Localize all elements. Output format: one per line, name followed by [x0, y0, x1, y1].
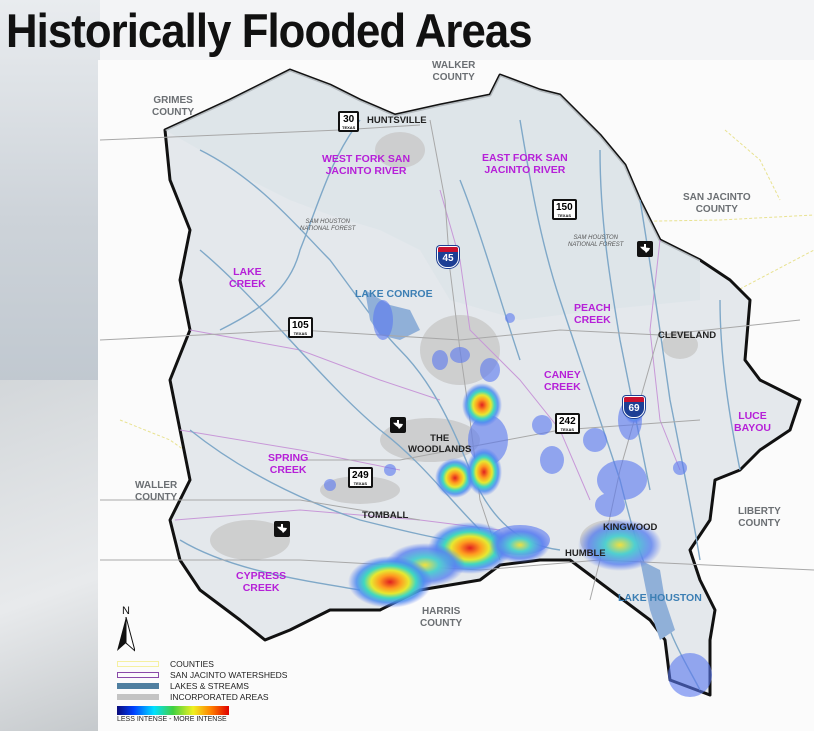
texas-toll-shield-icon	[390, 417, 406, 433]
county-label-liberty: LIBERTY COUNTY	[738, 506, 781, 529]
county-name: GRIMES COUNTY	[152, 95, 195, 118]
interstate-shield: 69	[623, 396, 645, 418]
city-label: THE WOODLANDS	[408, 433, 472, 455]
upper-watershed-shade	[165, 70, 700, 320]
heat-hotspot	[466, 448, 502, 496]
city-label: TOMBALL	[362, 510, 409, 521]
legend-item-lakes-streams: LAKES & STREAMS	[117, 681, 287, 691]
texas-toll-shield-icon	[274, 521, 290, 537]
watershed-label: LAKE CREEK	[229, 266, 266, 290]
highway-number: 249	[352, 470, 369, 481]
county-label-harris: HARRIS COUNTY	[420, 606, 462, 629]
legend-label: SAN JACINTO WATERSHEDS	[170, 670, 288, 680]
legend-label: COUNTIES	[170, 659, 214, 669]
county-label-grimes: GRIMES COUNTY	[152, 95, 194, 118]
county-name: WALLER COUNTY	[135, 480, 178, 503]
watershed-name: WEST FORK SAN JACINTO RIVER	[322, 153, 411, 178]
heat-hotspot	[462, 383, 502, 427]
legend-label: LAKES & STREAMS	[170, 681, 249, 691]
state-highway-shield: 30 TEXAS	[338, 111, 360, 132]
watershed-name: EAST FORK SAN JACINTO RIVER	[482, 152, 568, 177]
legend-swatch	[117, 683, 159, 689]
watershed-name: LAKE CREEK	[229, 266, 266, 291]
north-arrow: N	[117, 605, 136, 658]
highway-number: 150	[556, 202, 573, 213]
heat-hotspot	[490, 527, 550, 563]
forest-label: SAM HOUSTON NATIONAL FOREST	[568, 235, 624, 248]
county-label-waller: WALLER COUNTY	[135, 480, 177, 503]
watershed-name: LUCE BAYOU	[734, 410, 771, 435]
highway-number: 105	[292, 320, 309, 331]
watershed-label: WEST FORK SAN JACINTO RIVER	[322, 153, 410, 177]
forest-label: SAM HOUSTON NATIONAL FOREST	[300, 219, 356, 232]
county-name: HARRIS COUNTY	[420, 606, 463, 629]
city-label: CLEVELAND	[658, 330, 717, 341]
highway-state: TEXAS	[342, 125, 356, 130]
lake-label: LAKE HOUSTON	[618, 592, 702, 604]
city-label: KINGWOOD	[603, 522, 658, 533]
north-label: N	[122, 605, 130, 617]
lake-label: LAKE CONROE	[355, 288, 433, 300]
state-highway-shield: 105 TEXAS	[288, 317, 313, 338]
heat-hotspot	[348, 556, 432, 608]
legend-swatch	[117, 661, 159, 667]
legend-item-watersheds: SAN JACINTO WATERSHEDS	[117, 670, 287, 680]
highway-number: 242	[559, 416, 576, 427]
county-name: WALKER COUNTY	[432, 60, 476, 83]
legend-item-counties: COUNTIES	[117, 659, 287, 669]
highway-number: 30	[343, 114, 355, 125]
legend: COUNTIES SAN JACINTO WATERSHEDS LAKES & …	[117, 659, 287, 723]
highway-state: TEXAS	[560, 427, 575, 432]
county-label-walker: WALKER COUNTY	[432, 60, 475, 83]
watershed-label: LUCE BAYOU	[734, 410, 771, 434]
city-label: HUMBLE	[565, 548, 606, 559]
watershed-label: CYPRESS CREEK	[236, 570, 286, 594]
intensity-color-ramp	[117, 706, 229, 715]
page-title: Historically Flooded Areas	[6, 4, 533, 57]
background-road	[0, 380, 100, 731]
state-highway-shield: 150 TEXAS	[552, 199, 577, 220]
city-label: HUNTSVILLE	[367, 115, 427, 126]
watershed-label: CANEY CREEK	[544, 369, 581, 393]
north-arrow-icon	[117, 616, 136, 653]
watershed-label: EAST FORK SAN JACINTO RIVER	[482, 152, 568, 176]
highway-state: TEXAS	[557, 213, 572, 218]
highway-state: TEXAS	[293, 331, 308, 336]
intensity-ramp-label: LESS INTENSE - MORE INTENSE	[117, 716, 227, 723]
watershed-name: CYPRESS CREEK	[236, 570, 287, 595]
highway-state: TEXAS	[353, 481, 368, 486]
county-label-san-jacinto: SAN JACINTO COUNTY	[683, 192, 751, 215]
watershed-name: PEACH CREEK	[574, 302, 611, 327]
state-highway-shield: 242 TEXAS	[555, 413, 580, 434]
legend-item-incorporated: INCORPORATED AREAS	[117, 692, 287, 702]
heat-hotspot	[435, 458, 475, 498]
county-name: SAN JACINTO COUNTY	[683, 192, 751, 215]
interstate-shield: 45	[437, 246, 459, 268]
watershed-name: SPRING CREEK	[268, 452, 309, 477]
watershed-label: PEACH CREEK	[574, 302, 611, 326]
legend-label: INCORPORATED AREAS	[170, 692, 269, 702]
county-name: LIBERTY COUNTY	[738, 506, 781, 529]
legend-swatch	[117, 672, 159, 678]
watershed-name: CANEY CREEK	[544, 369, 581, 394]
state-highway-shield: 249 TEXAS	[348, 467, 373, 488]
heat-hotspot	[578, 519, 662, 571]
legend-swatch	[117, 694, 159, 700]
texas-toll-shield-icon	[637, 241, 653, 257]
watershed-label: SPRING CREEK	[268, 452, 308, 476]
